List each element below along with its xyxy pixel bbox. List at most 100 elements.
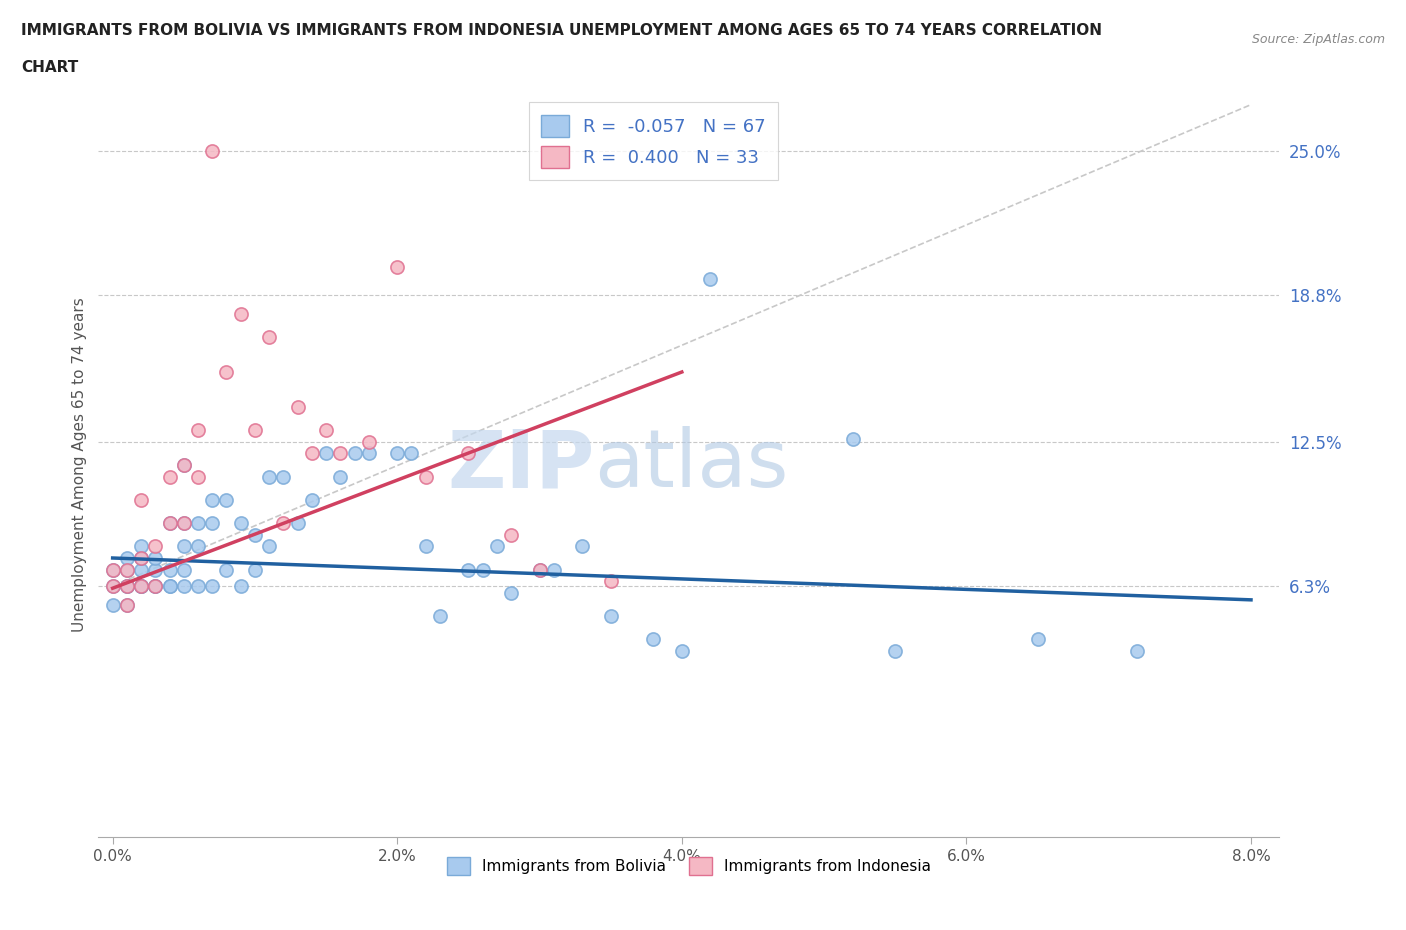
Point (229, 516, 252, 531)
Point (485, 539, 508, 554)
Point (273, 516, 295, 531)
Point (201, 144, 224, 159)
Point (115, 578, 138, 593)
Point (143, 578, 166, 593)
Point (187, 578, 209, 593)
Point (159, 516, 181, 531)
Point (101, 562, 124, 577)
Text: ZIP: ZIP (447, 426, 595, 504)
Point (643, 632, 665, 647)
Point (543, 562, 565, 577)
Point (101, 597, 124, 612)
Point (187, 539, 209, 554)
Point (129, 551, 152, 565)
Point (173, 458, 195, 472)
Point (159, 516, 181, 531)
Point (143, 551, 166, 565)
Point (173, 516, 195, 531)
Point (159, 469, 181, 484)
Point (257, 330, 280, 345)
Point (201, 578, 224, 593)
Point (101, 578, 124, 593)
Point (159, 562, 181, 577)
Point (429, 609, 451, 624)
Point (599, 609, 621, 624)
Point (187, 469, 209, 484)
Point (129, 578, 152, 593)
Point (457, 446, 479, 461)
Point (529, 562, 551, 577)
Point (329, 469, 352, 484)
Point (301, 446, 323, 461)
Point (129, 539, 152, 554)
Point (415, 539, 437, 554)
Point (387, 446, 409, 461)
Point (129, 578, 152, 593)
Point (201, 516, 224, 531)
Point (115, 578, 138, 593)
Text: CHART: CHART (21, 60, 79, 75)
Point (243, 527, 266, 542)
Y-axis label: Unemployment Among Ages 65 to 74 years: Unemployment Among Ages 65 to 74 years (72, 298, 87, 632)
Point (143, 578, 166, 593)
Point (499, 586, 522, 601)
Point (243, 422, 266, 438)
Point (115, 597, 138, 612)
Point (329, 446, 352, 461)
Point (143, 578, 166, 593)
Point (571, 539, 593, 554)
Point (129, 578, 152, 593)
Point (101, 578, 124, 593)
Point (215, 562, 238, 577)
Text: atlas: atlas (595, 426, 789, 504)
Point (415, 469, 437, 484)
Point (129, 493, 152, 508)
Point (129, 562, 152, 577)
Point (315, 422, 337, 438)
Point (229, 307, 252, 322)
Point (129, 578, 152, 593)
Point (215, 493, 238, 508)
Point (201, 493, 224, 508)
Point (129, 551, 152, 565)
Point (301, 493, 323, 508)
Point (115, 578, 138, 593)
Point (173, 539, 195, 554)
Point (884, 644, 907, 658)
Point (671, 644, 693, 658)
Point (401, 446, 423, 461)
Point (229, 578, 252, 593)
Point (215, 365, 238, 379)
Point (143, 539, 166, 554)
Point (173, 458, 195, 472)
Point (529, 562, 551, 577)
Point (357, 434, 380, 449)
Point (273, 469, 295, 484)
Point (243, 562, 266, 577)
Point (499, 527, 522, 542)
Point (187, 516, 209, 531)
Point (115, 562, 138, 577)
Point (173, 516, 195, 531)
Point (287, 400, 309, 415)
Point (1026, 632, 1049, 647)
Point (115, 597, 138, 612)
Text: Source: ZipAtlas.com: Source: ZipAtlas.com (1251, 33, 1385, 46)
Point (159, 578, 181, 593)
Point (115, 551, 138, 565)
Point (599, 574, 621, 589)
Point (115, 562, 138, 577)
Point (343, 446, 366, 461)
Point (173, 562, 195, 577)
Point (387, 259, 409, 275)
Point (173, 578, 195, 593)
Point (841, 432, 863, 447)
Text: IMMIGRANTS FROM BOLIVIA VS IMMIGRANTS FROM INDONESIA UNEMPLOYMENT AMONG AGES 65 : IMMIGRANTS FROM BOLIVIA VS IMMIGRANTS FR… (21, 23, 1102, 38)
Point (1126, 644, 1149, 658)
Point (457, 562, 479, 577)
Point (101, 562, 124, 577)
Point (143, 562, 166, 577)
Point (257, 539, 280, 554)
Point (159, 578, 181, 593)
Point (357, 446, 380, 461)
